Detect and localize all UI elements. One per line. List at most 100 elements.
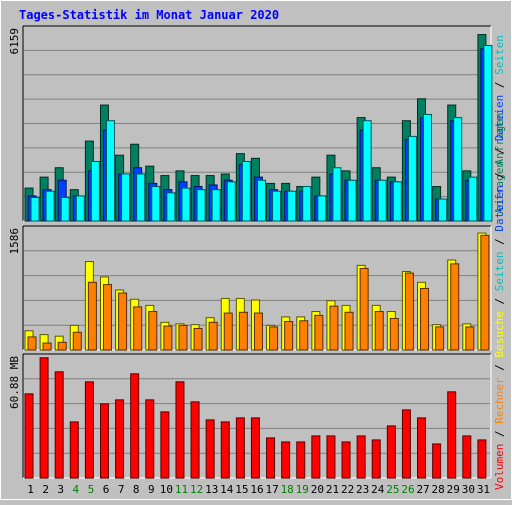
bar-requests-seiten-day-7 [121, 173, 131, 222]
x-tick-label-day-25: 25 [386, 483, 399, 496]
bar-volume-volumen-day-28 [432, 443, 442, 479]
x-tick-label-day-11: 11 [175, 483, 188, 496]
x-tick-label-day-31: 31 [477, 483, 490, 496]
bar-visits-seiten-day-27 [420, 287, 430, 351]
bar-requests-seiten-day-28 [438, 198, 448, 222]
bar-requests-seiten-day-29 [453, 117, 463, 222]
x-tick-label-day-22: 22 [341, 483, 354, 496]
bar-requests-seiten-day-12 [196, 189, 206, 222]
bar-requests-seiten-day-30 [468, 176, 478, 222]
x-tick-label-day-3: 3 [57, 483, 64, 496]
bar-requests-seiten-day-17 [272, 190, 282, 222]
panel-visits-ymax-label: 1586 [8, 228, 21, 255]
bar-requests-seiten-day-15 [241, 160, 251, 222]
bar-volume-volumen-day-18 [281, 441, 291, 479]
legend-main-entry: Dateien [493, 185, 506, 231]
bar-volume-volumen-day-6 [99, 403, 109, 479]
legend-right-entry: Anfragen [493, 161, 506, 214]
bar-volume-volumen-day-27 [417, 417, 427, 479]
bar-volume-volumen-day-31 [477, 439, 487, 479]
bar-requests-seiten-day-25 [392, 181, 402, 222]
bar-visits-seiten-day-20 [314, 314, 324, 351]
bar-visits-seiten-day-12 [193, 327, 203, 351]
legend-right-entry: Seiten [493, 35, 506, 75]
legend-main-entry: / [493, 358, 506, 378]
bar-visits-seiten-day-5 [87, 281, 97, 351]
bar-volume-volumen-day-17 [266, 437, 276, 479]
bar-volume-volumen-day-4 [69, 421, 79, 479]
bar-volume-volumen-day-29 [447, 391, 457, 479]
x-tick-label-day-28: 28 [432, 483, 445, 496]
bar-requests-seiten-day-4 [75, 195, 85, 222]
x-tick-label-day-9: 9 [148, 483, 155, 496]
legend-main-entry: Anfragen [493, 112, 506, 165]
bar-visits-seiten-day-24 [374, 311, 384, 351]
bar-volume-volumen-day-30 [462, 435, 472, 479]
bar-volume-volumen-day-26 [401, 409, 411, 479]
bar-visits-seiten-day-11 [178, 324, 188, 351]
bar-volume-volumen-day-2 [39, 357, 49, 479]
x-tick-label-day-15: 15 [235, 483, 248, 496]
x-tick-label-day-16: 16 [250, 483, 263, 496]
bar-visits-seiten-day-29 [450, 263, 460, 351]
x-tick-label-day-23: 23 [356, 483, 369, 496]
bar-volume-volumen-day-15 [235, 417, 245, 479]
legend-right-entry: / [493, 141, 506, 161]
bar-visits-seiten-day-1 [27, 336, 37, 351]
bar-requests-seiten-day-16 [256, 179, 266, 222]
x-tick-label-day-6: 6 [103, 483, 110, 496]
bar-visits-seiten-day-23 [359, 267, 369, 351]
bar-volume-volumen-day-7 [115, 399, 125, 479]
bar-volume-volumen-day-24 [371, 439, 381, 479]
x-tick-label-day-14: 14 [220, 483, 234, 496]
bar-volume-volumen-day-16 [250, 417, 260, 479]
x-tick-label-day-2: 2 [42, 483, 49, 496]
bar-requests-seiten-day-10 [166, 192, 176, 222]
bar-requests-seiten-day-18 [287, 190, 297, 222]
bar-requests-seiten-day-6 [105, 120, 115, 222]
bar-requests-seiten-day-27 [423, 113, 433, 222]
bar-requests-seiten-day-31 [483, 45, 493, 222]
bar-requests-seiten-day-3 [60, 196, 70, 222]
x-tick-label-day-29: 29 [447, 483, 460, 496]
x-tick-label-day-24: 24 [371, 483, 385, 496]
legend-main-entry: / [493, 424, 506, 444]
bar-visits-seiten-day-31 [480, 234, 490, 351]
legend-right: Anfragen / Dateien / Seiten [493, 35, 506, 214]
legend-main-entry: / [493, 165, 506, 185]
bar-requests-seiten-day-24 [377, 179, 387, 222]
x-tick-label-day-4: 4 [73, 483, 80, 496]
bar-volume-volumen-day-13 [205, 419, 215, 479]
bar-visits-seiten-day-3 [57, 341, 67, 351]
bar-requests-seiten-day-8 [136, 173, 146, 222]
legend-main-entry: / [493, 232, 506, 252]
bar-visits-seiten-day-2 [42, 342, 52, 351]
bar-volume-volumen-day-3 [54, 371, 64, 479]
bar-requests-seiten-day-5 [90, 160, 100, 222]
bar-volume-volumen-day-14 [220, 421, 230, 479]
bar-requests-seiten-day-13 [211, 189, 221, 222]
bar-visits-seiten-day-14 [223, 312, 233, 351]
bar-volume-volumen-day-22 [341, 441, 351, 479]
bar-volume-volumen-day-25 [386, 425, 396, 479]
bar-requests-seiten-day-26 [407, 135, 417, 222]
bar-requests-seiten-day-22 [347, 179, 357, 222]
bar-visits-seiten-day-4 [72, 331, 82, 351]
bar-volume-volumen-day-20 [311, 435, 321, 479]
chart-title: Tages-Statistik im Monat Januar 2020 [19, 8, 279, 22]
bar-visits-seiten-day-13 [208, 321, 218, 351]
x-tick-label-day-27: 27 [416, 483, 429, 496]
bar-volume-volumen-day-11 [175, 381, 185, 479]
bar-requests-seiten-day-20 [317, 195, 327, 222]
bar-requests-seiten-day-11 [181, 187, 191, 222]
x-tick-label-day-30: 30 [462, 483, 475, 496]
x-tick-label-day-20: 20 [311, 483, 324, 496]
legend-main-entry: Besuche [493, 311, 506, 357]
bar-visits-seiten-day-25 [389, 317, 399, 351]
bar-visits-seiten-day-10 [163, 325, 173, 351]
bar-visits-seiten-day-16 [253, 312, 263, 351]
bar-visits-seiten-day-22 [344, 311, 354, 351]
x-tick-label-day-26: 26 [401, 483, 414, 496]
